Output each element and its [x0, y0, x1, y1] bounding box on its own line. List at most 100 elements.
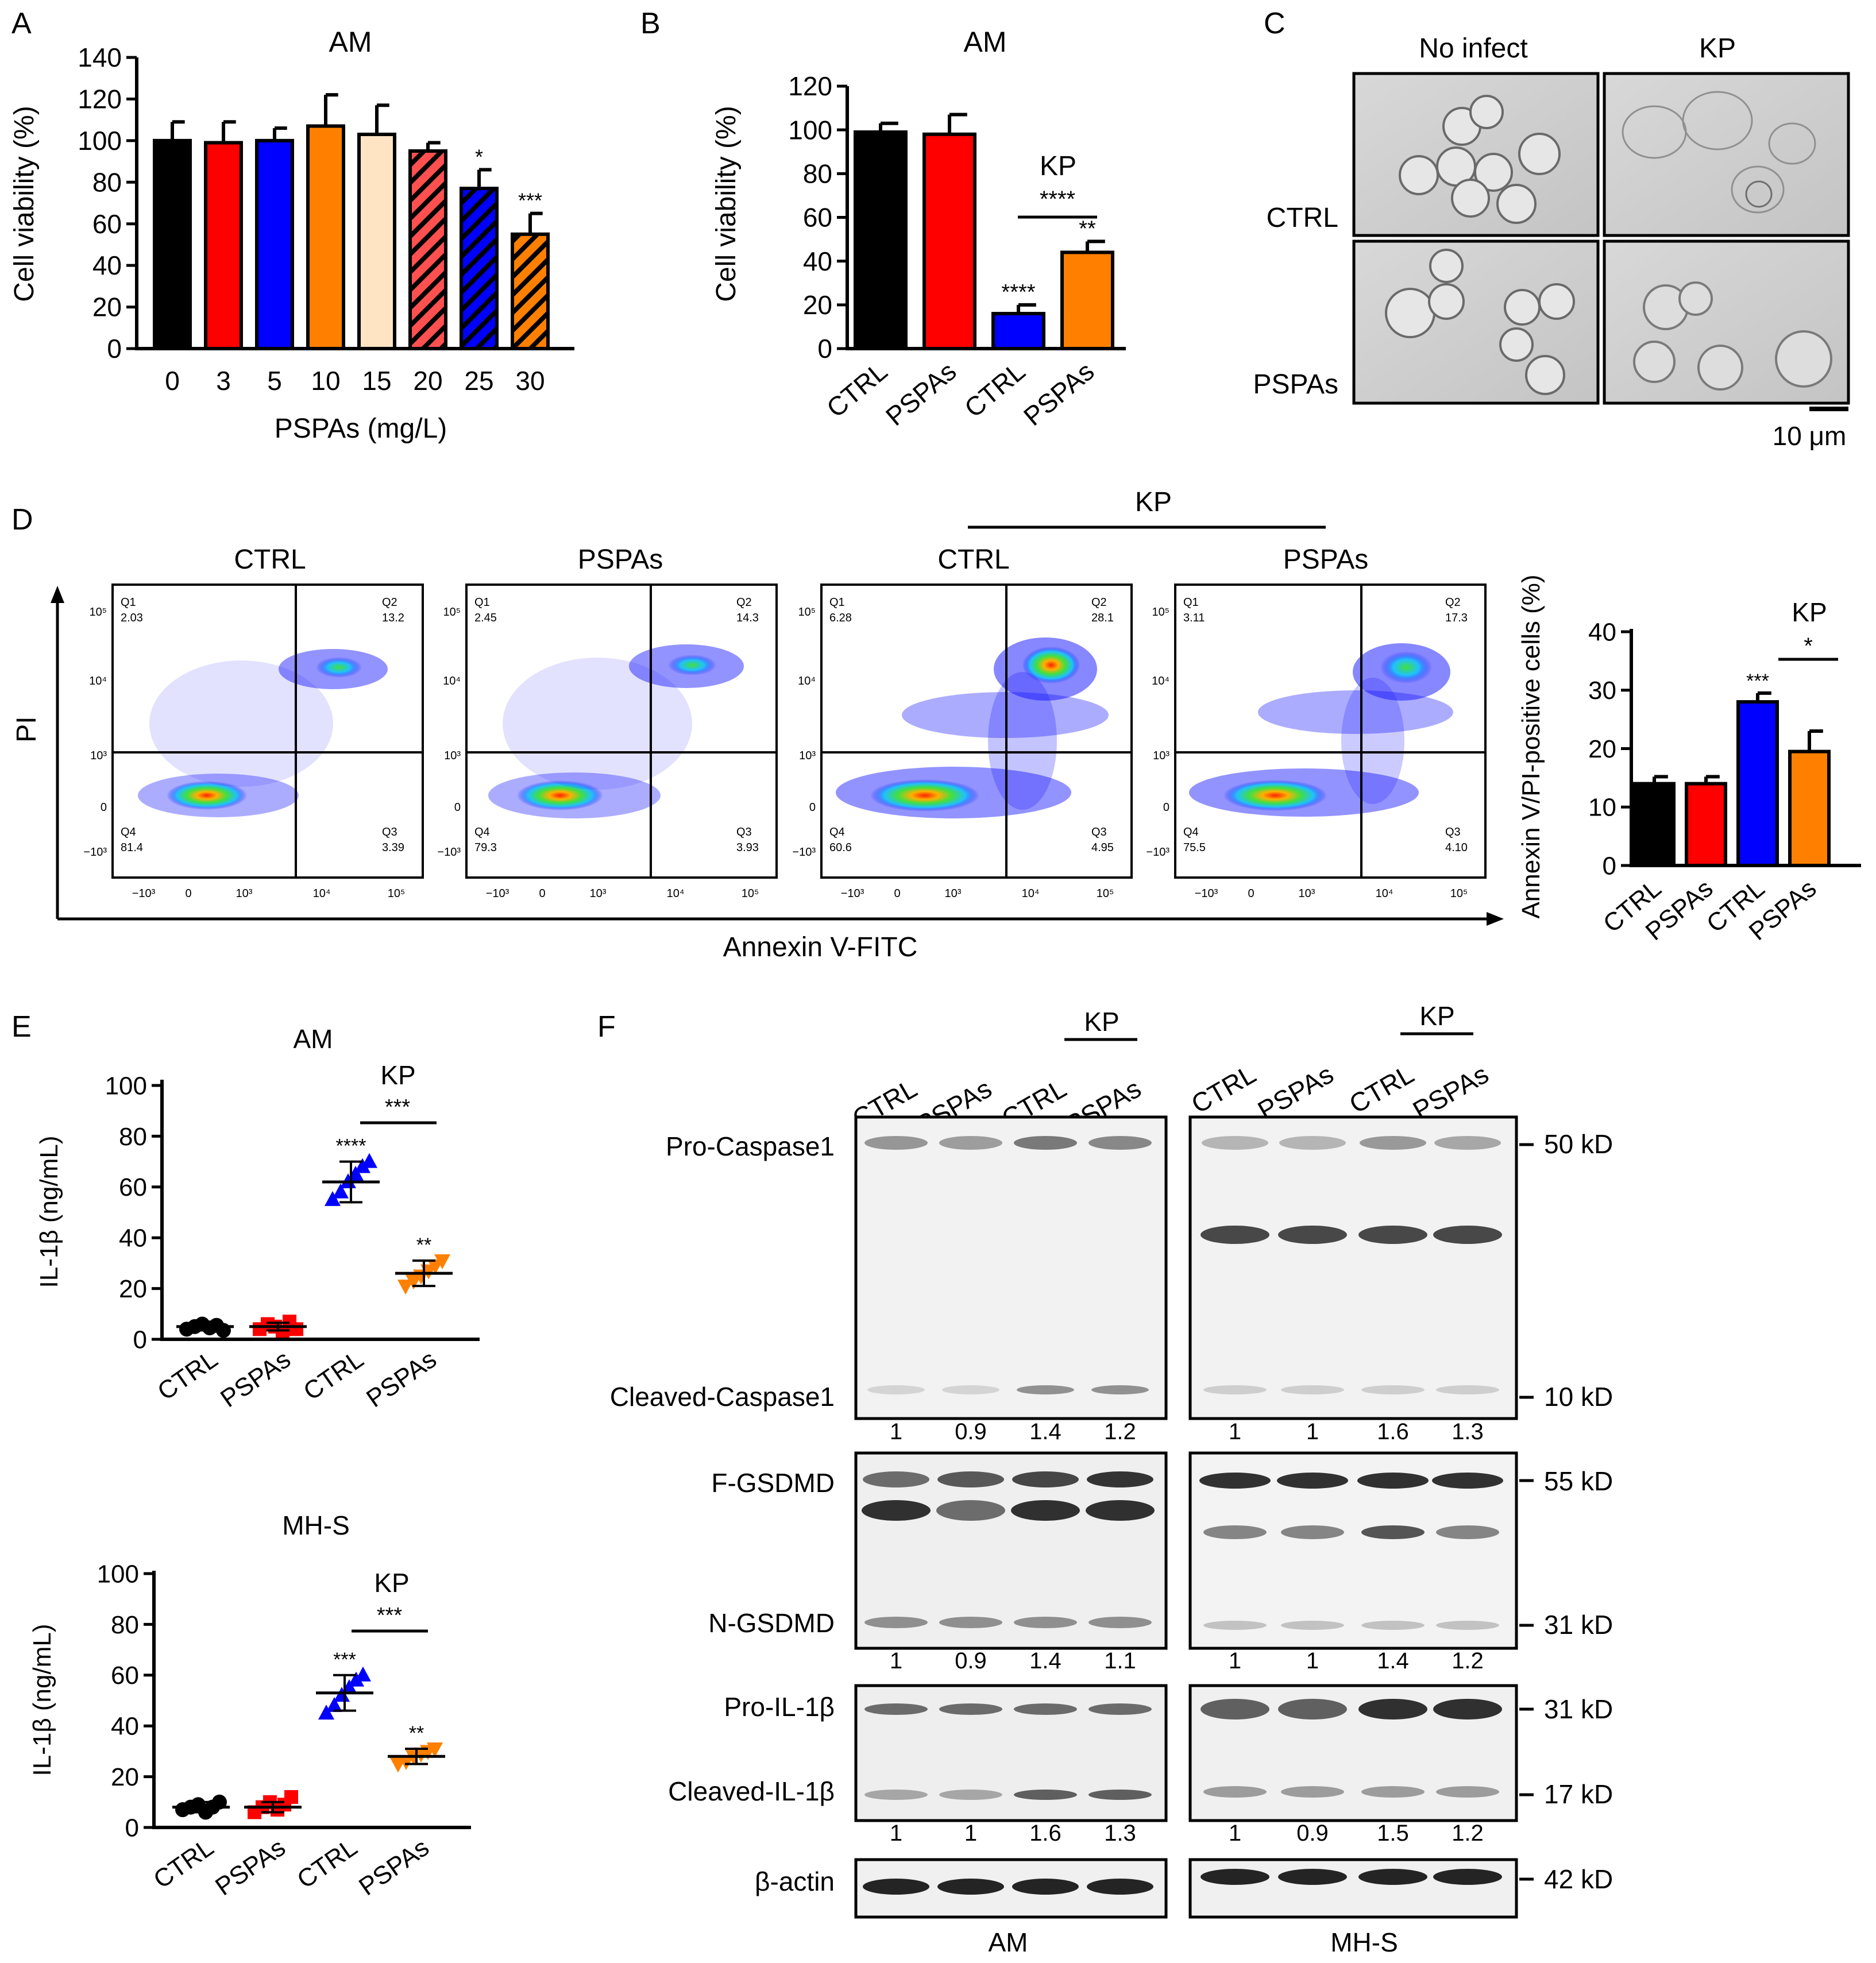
blot-band — [1436, 1385, 1499, 1394]
panel-letter-d: D — [11, 503, 33, 536]
svg-text:−10³: −10³ — [1195, 887, 1218, 900]
svg-text:Q4: Q4 — [121, 826, 136, 838]
y-tick-label: 140 — [78, 42, 122, 72]
y-tick-label: 40 — [803, 246, 832, 276]
flow-q2: 13.2 — [382, 612, 404, 624]
quant-value: 1 — [1229, 1648, 1241, 1674]
data-point — [284, 1790, 298, 1804]
flow-q3: 3.39 — [382, 841, 404, 854]
panel-e-am-comparison-stars: *** — [385, 1095, 411, 1119]
svg-text:0: 0 — [894, 887, 900, 900]
svg-text:−10³: −10³ — [1146, 846, 1169, 859]
band-label: Pro-Caspase1 — [666, 1131, 835, 1161]
blot-band — [1281, 1385, 1344, 1394]
significance-label: *** — [333, 1649, 356, 1671]
y-tick-label: 120 — [78, 84, 122, 114]
blot-band — [1014, 1617, 1077, 1628]
x-tick-label: 25 — [464, 366, 493, 396]
x-tick-label: 20 — [413, 366, 442, 396]
significance-label: **** — [336, 1135, 366, 1157]
blot-band — [1014, 1136, 1077, 1150]
marker: 50 kD — [1544, 1129, 1613, 1159]
svg-text:10³: 10³ — [90, 749, 107, 762]
flow-q1: 2.45 — [474, 612, 497, 624]
panel-a-title: AM — [329, 26, 372, 58]
x-tick-label: 15 — [362, 366, 391, 396]
blot-band — [939, 1790, 1002, 1800]
blot-band — [1360, 1136, 1426, 1150]
y-tick-label: 40 — [119, 1224, 147, 1253]
quant-value: 1 — [1306, 1419, 1319, 1444]
svg-text:0: 0 — [539, 887, 545, 900]
y-tick-label: 80 — [119, 1123, 147, 1151]
quant-value: 1 — [1229, 1821, 1241, 1846]
svg-text:Q1: Q1 — [1183, 596, 1199, 609]
blot-band — [1012, 1879, 1079, 1895]
blot-band — [1281, 1525, 1344, 1539]
bar — [991, 312, 1045, 350]
bar — [255, 138, 294, 350]
panel-e-am-kp-label: KP — [380, 1060, 415, 1090]
bar — [460, 187, 499, 350]
svg-text:10⁴: 10⁴ — [1022, 887, 1040, 900]
x-tick-label: PSPAs — [210, 1833, 291, 1901]
scale-bar-label: 10 μm — [1773, 421, 1847, 451]
data-point — [427, 1742, 443, 1757]
flow-q2: 28.1 — [1091, 612, 1114, 624]
quant-value: 1 — [1229, 1419, 1241, 1444]
bar — [922, 132, 976, 351]
band-label: F-GSDMD — [711, 1468, 835, 1498]
svg-text:Q1: Q1 — [829, 596, 845, 609]
panel-letter-a: A — [11, 7, 32, 40]
panel-a-x-label: PSPAs (mg/L) — [275, 414, 447, 444]
svg-text:−10³: −10³ — [486, 887, 509, 900]
svg-text:10⁵: 10⁵ — [1450, 887, 1468, 900]
blot-band — [863, 1471, 929, 1487]
svg-text:10⁵: 10⁵ — [89, 606, 107, 619]
panel-d-bar-kp-label: KP — [1792, 597, 1827, 627]
blot-band — [1203, 1786, 1267, 1798]
y-tick-label: 0 — [133, 1326, 147, 1354]
svg-text:Q4: Q4 — [1183, 826, 1199, 838]
svg-text:10⁴: 10⁴ — [1376, 887, 1394, 900]
data-point — [318, 1705, 334, 1720]
panel-b-kp-label: KP — [1040, 151, 1076, 181]
panel-e-mhs-y-label: IL-1β (ng/mL) — [28, 1624, 56, 1776]
svg-text:Q2: Q2 — [1091, 596, 1107, 609]
blot-band — [1433, 1699, 1502, 1719]
blot-band — [1436, 1621, 1499, 1630]
bar — [408, 149, 447, 350]
flow-q4: 60.6 — [829, 841, 852, 854]
y-tick-label: 20 — [119, 1275, 147, 1303]
blot-band — [1357, 1473, 1429, 1489]
data-point — [361, 1153, 377, 1168]
quant-value: 1.4 — [1029, 1419, 1061, 1444]
x-tick-label: CTRL — [153, 1345, 223, 1406]
svg-text:Q3: Q3 — [382, 826, 397, 838]
blot-band — [942, 1385, 999, 1394]
blot-band — [1358, 1869, 1427, 1885]
quant-value: 0.9 — [1296, 1821, 1329, 1846]
significance-label: * — [475, 145, 483, 169]
y-tick-label: 20 — [92, 292, 122, 322]
flow-q1: 3.11 — [1183, 612, 1205, 624]
svg-text:10³: 10³ — [945, 887, 962, 900]
blot-band — [1279, 1136, 1346, 1150]
svg-text:10⁵: 10⁵ — [388, 887, 406, 900]
quant-value: 1 — [1306, 1648, 1319, 1674]
flow-plot-title: PSPAs — [578, 544, 663, 575]
y-tick-label: 80 — [92, 167, 122, 197]
blot-band — [1011, 1500, 1080, 1521]
blot-band — [1088, 1136, 1152, 1150]
blot-mhs-cell-label: MH-S — [1330, 1927, 1398, 1957]
y-tick-label: 40 — [111, 1713, 139, 1741]
micrograph-ctrl-kp — [1603, 72, 1850, 237]
y-tick-label: 100 — [105, 1072, 147, 1100]
cells-ctrl-kp — [1622, 91, 1816, 214]
significance-label: *** — [518, 189, 542, 212]
